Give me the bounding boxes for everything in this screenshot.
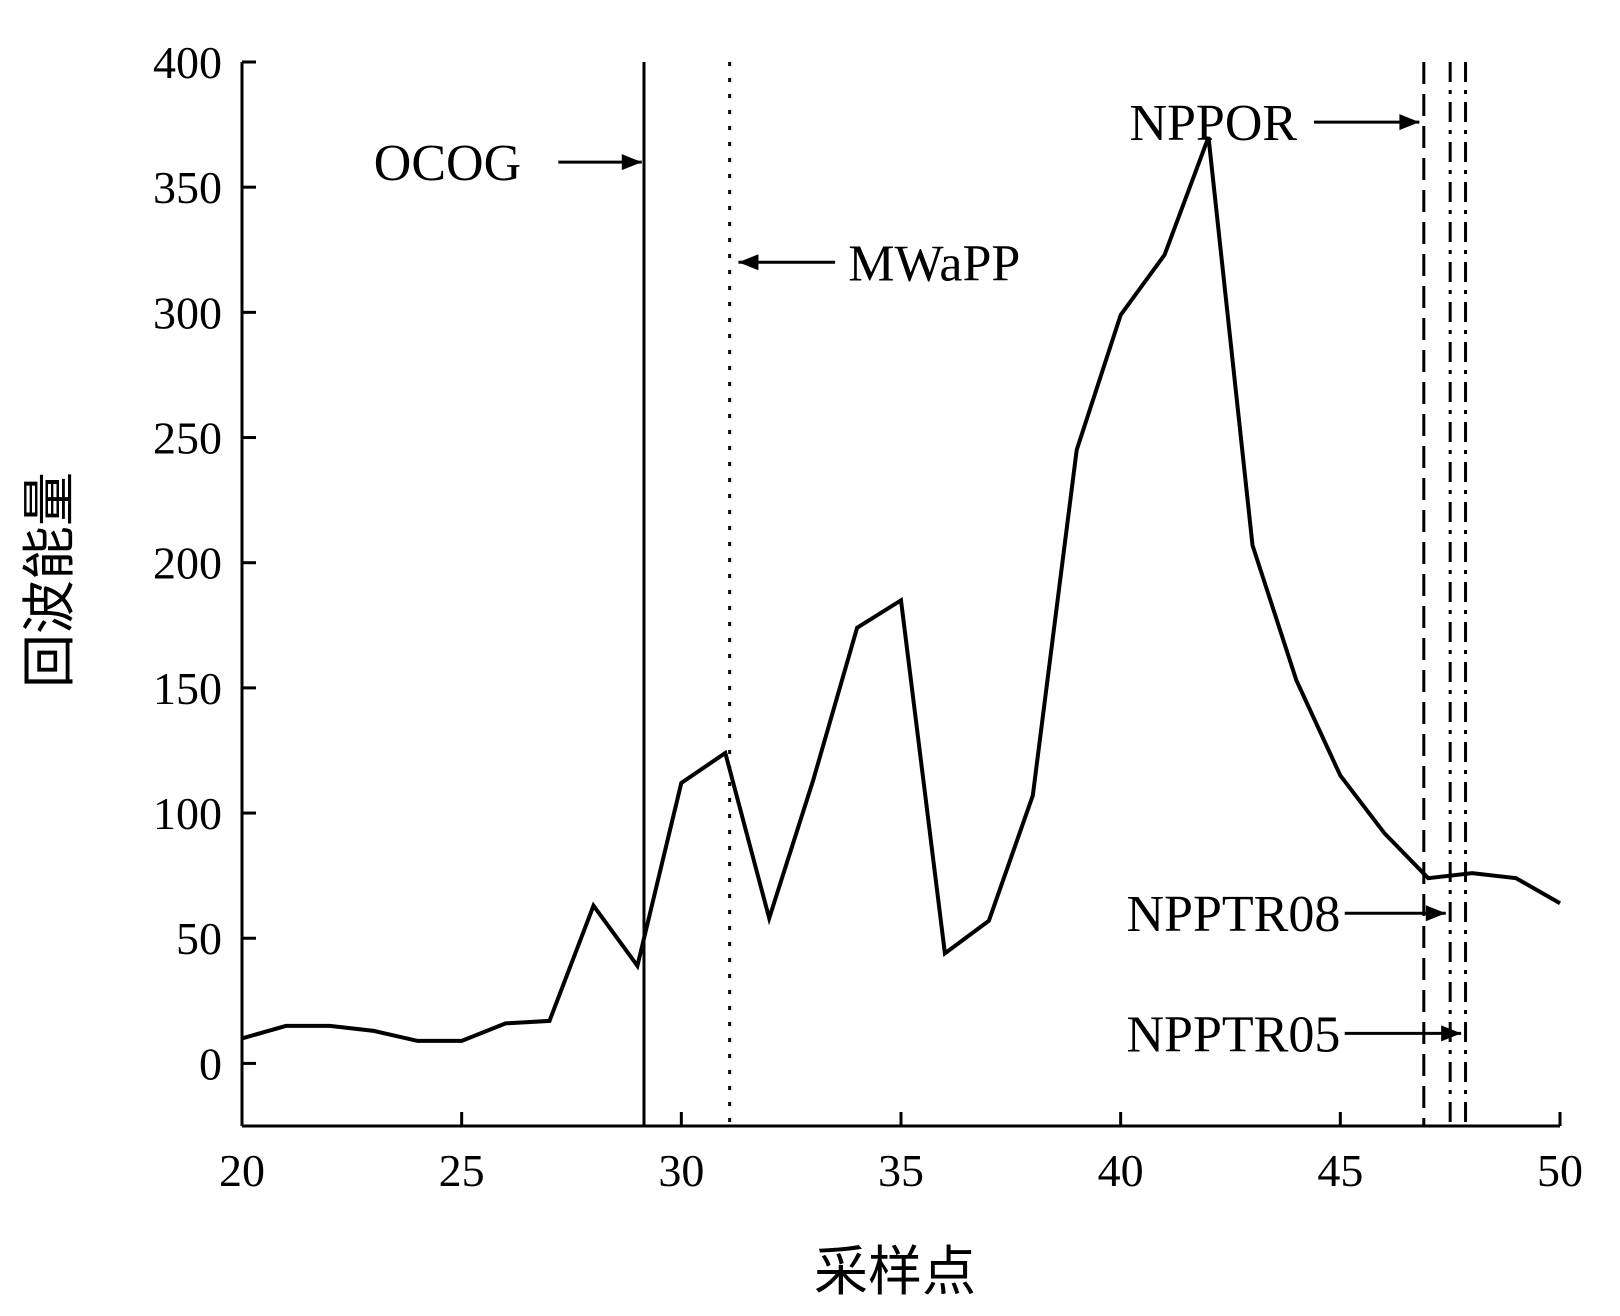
y-tick-label: 100 [153,788,222,839]
y-tick-label: 50 [176,913,222,964]
annotation-label: NPPOR [1129,95,1297,152]
x-tick-label: 20 [219,1145,265,1196]
annotation-label: NPPTR08 [1126,886,1340,943]
x-tick-label: 45 [1317,1145,1363,1196]
x-tick-label: 25 [439,1145,485,1196]
x-tick-label: 40 [1098,1145,1144,1196]
series [241,136,1561,1043]
y-tick-label: 150 [153,663,222,714]
x-axis-title: 采样点 [814,1240,976,1303]
x-tick-label: 30 [658,1145,704,1196]
annotation-label: MWaPP [848,235,1020,292]
y-axis-title: 回波能量 [18,472,81,688]
y-tick-label: 0 [199,1038,222,1089]
annotation-label: NPPTR05 [1126,1006,1340,1063]
y-tick-label: 400 [153,37,222,88]
y-tick-label: 200 [153,538,222,589]
x-tick-label: 35 [878,1145,924,1196]
x-tick-label: 50 [1537,1145,1583,1196]
y-tick-label: 300 [153,287,222,338]
y-tick-label: 350 [153,162,222,213]
ticks: 20 25 30 35 40 45 50 0 50 100 150 200 250 300 350 400 [153,37,1583,1196]
axes [240,62,1560,1128]
y-tick-label: 250 [153,413,222,464]
annotation-label: OCOG [374,135,521,192]
annotations: OCOG MWaPP NPPOR NPPTR08 NPPTR05 [374,62,1468,1126]
